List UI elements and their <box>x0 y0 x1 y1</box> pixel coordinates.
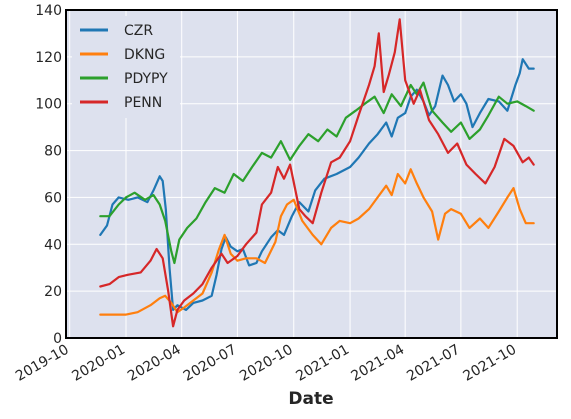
series-line-pdypy <box>99 81 535 265</box>
series-line-penn <box>99 18 535 328</box>
legend: CZR DKNG PDYPY PENN <box>72 16 180 118</box>
y-tick-label: 0 <box>53 331 62 347</box>
x-tick-label: 2021-10 <box>461 342 520 385</box>
series-lines <box>99 18 535 328</box>
series-line-dkng <box>99 168 535 316</box>
legend-label-czr: CZR <box>124 23 153 39</box>
legend-label-dkng: DKNG <box>124 47 165 63</box>
legend-label-pdypy: PDYPY <box>124 71 168 87</box>
x-axis-ticks: 2019-102020-012020-042020-072020-102021-… <box>13 342 519 385</box>
x-tick-label: 2019-10 <box>13 342 72 385</box>
legend-box <box>72 16 180 118</box>
y-tick-label: 60 <box>44 190 62 206</box>
y-tick-label: 80 <box>44 144 62 160</box>
y-tick-label: 140 <box>35 3 62 19</box>
y-tick-label: 100 <box>35 97 62 113</box>
x-tick-label: 2020-01 <box>69 342 128 385</box>
x-tick-label: 2021-07 <box>404 342 463 385</box>
y-axis-ticks: 0 20 40 60 80 100 120 140 <box>35 3 62 347</box>
x-tick-label: 2021-01 <box>293 342 352 385</box>
y-tick-label: 20 <box>44 284 62 300</box>
x-tick-label: 2020-07 <box>181 342 240 385</box>
x-tick-label: 2021-04 <box>349 342 408 385</box>
legend-label-penn: PENN <box>124 95 162 111</box>
y-tick-label: 40 <box>44 237 62 253</box>
y-tick-label: 120 <box>35 50 62 66</box>
x-tick-label: 2020-04 <box>125 342 184 385</box>
plot-frame <box>65 9 558 339</box>
x-tick-label: 2020-10 <box>237 342 296 385</box>
x-axis-title: Date <box>288 389 333 409</box>
